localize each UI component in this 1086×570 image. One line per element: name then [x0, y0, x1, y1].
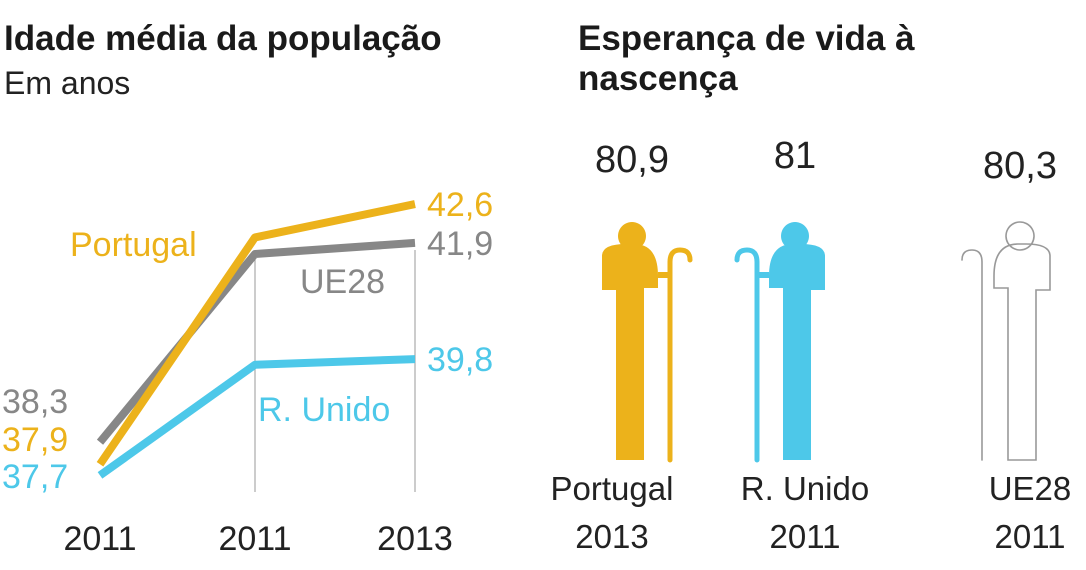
hand	[658, 272, 670, 278]
year-label-r-unido: 2011	[770, 518, 841, 555]
series-line-r-unido	[97, 355, 416, 479]
life-expectancy-value-portugal: 80,9	[595, 139, 669, 181]
start-value-label-r-unido: 37,7	[2, 458, 68, 496]
x-tick-label: 2013	[377, 520, 453, 558]
line-chart-series	[96, 200, 416, 479]
start-value-label-ue28: 38,3	[2, 383, 68, 421]
end-value-label-r-unido: 39,8	[427, 341, 493, 379]
x-tick-label: 2011	[218, 520, 291, 558]
elder-figure-portugal	[602, 222, 693, 463]
elder-figure-r-unido	[734, 222, 825, 463]
life-expectancy-value-ue28: 80,3	[983, 145, 1057, 187]
year-label-ue28: 2011	[995, 518, 1066, 555]
elder-body	[993, 221, 1051, 461]
end-value-label-portugal: 42,6	[427, 186, 493, 224]
start-value-label-portugal: 37,9	[2, 421, 68, 459]
line-chart-grid	[254, 250, 416, 492]
country-label-portugal: Portugal	[551, 470, 674, 507]
series-line-ue28	[96, 238, 416, 445]
country-label-r-unido: R. Unido	[741, 470, 869, 507]
series-line-portugal	[96, 200, 416, 467]
elder-body	[602, 222, 658, 460]
x-tick-label: 2011	[63, 520, 136, 558]
life-expectancy-value-r-unido: 81	[774, 135, 816, 177]
end-value-label-ue28: 41,9	[427, 225, 493, 263]
line-chart-title: Idade média da população	[4, 19, 442, 58]
cane	[667, 247, 693, 463]
series-name-label-portugal: Portugal	[70, 226, 197, 264]
elder-body	[769, 222, 825, 460]
series-name-label-ue28: UE28	[300, 263, 385, 301]
cane	[961, 249, 983, 461]
series-name-label-r-unido: R. Unido	[258, 391, 390, 429]
hand	[757, 272, 769, 278]
cane	[734, 247, 760, 463]
pictogram-title: Esperança de vida à nascença	[578, 19, 915, 98]
line-chart-subtitle: Em anos	[4, 65, 131, 101]
year-label-portugal: 2013	[575, 518, 648, 555]
pictogram-figures: 80,9 Portugal 2013 81 R. Unido 2011 80,3 UE28 20…	[551, 135, 1072, 555]
elder-figure-ue28	[961, 221, 1051, 461]
line-chart-labels: 2011 2011 2013 37,9 42,6 Portugal 38,3 41,9 UE28…	[2, 186, 493, 558]
country-label-ue28: UE28	[989, 470, 1072, 507]
